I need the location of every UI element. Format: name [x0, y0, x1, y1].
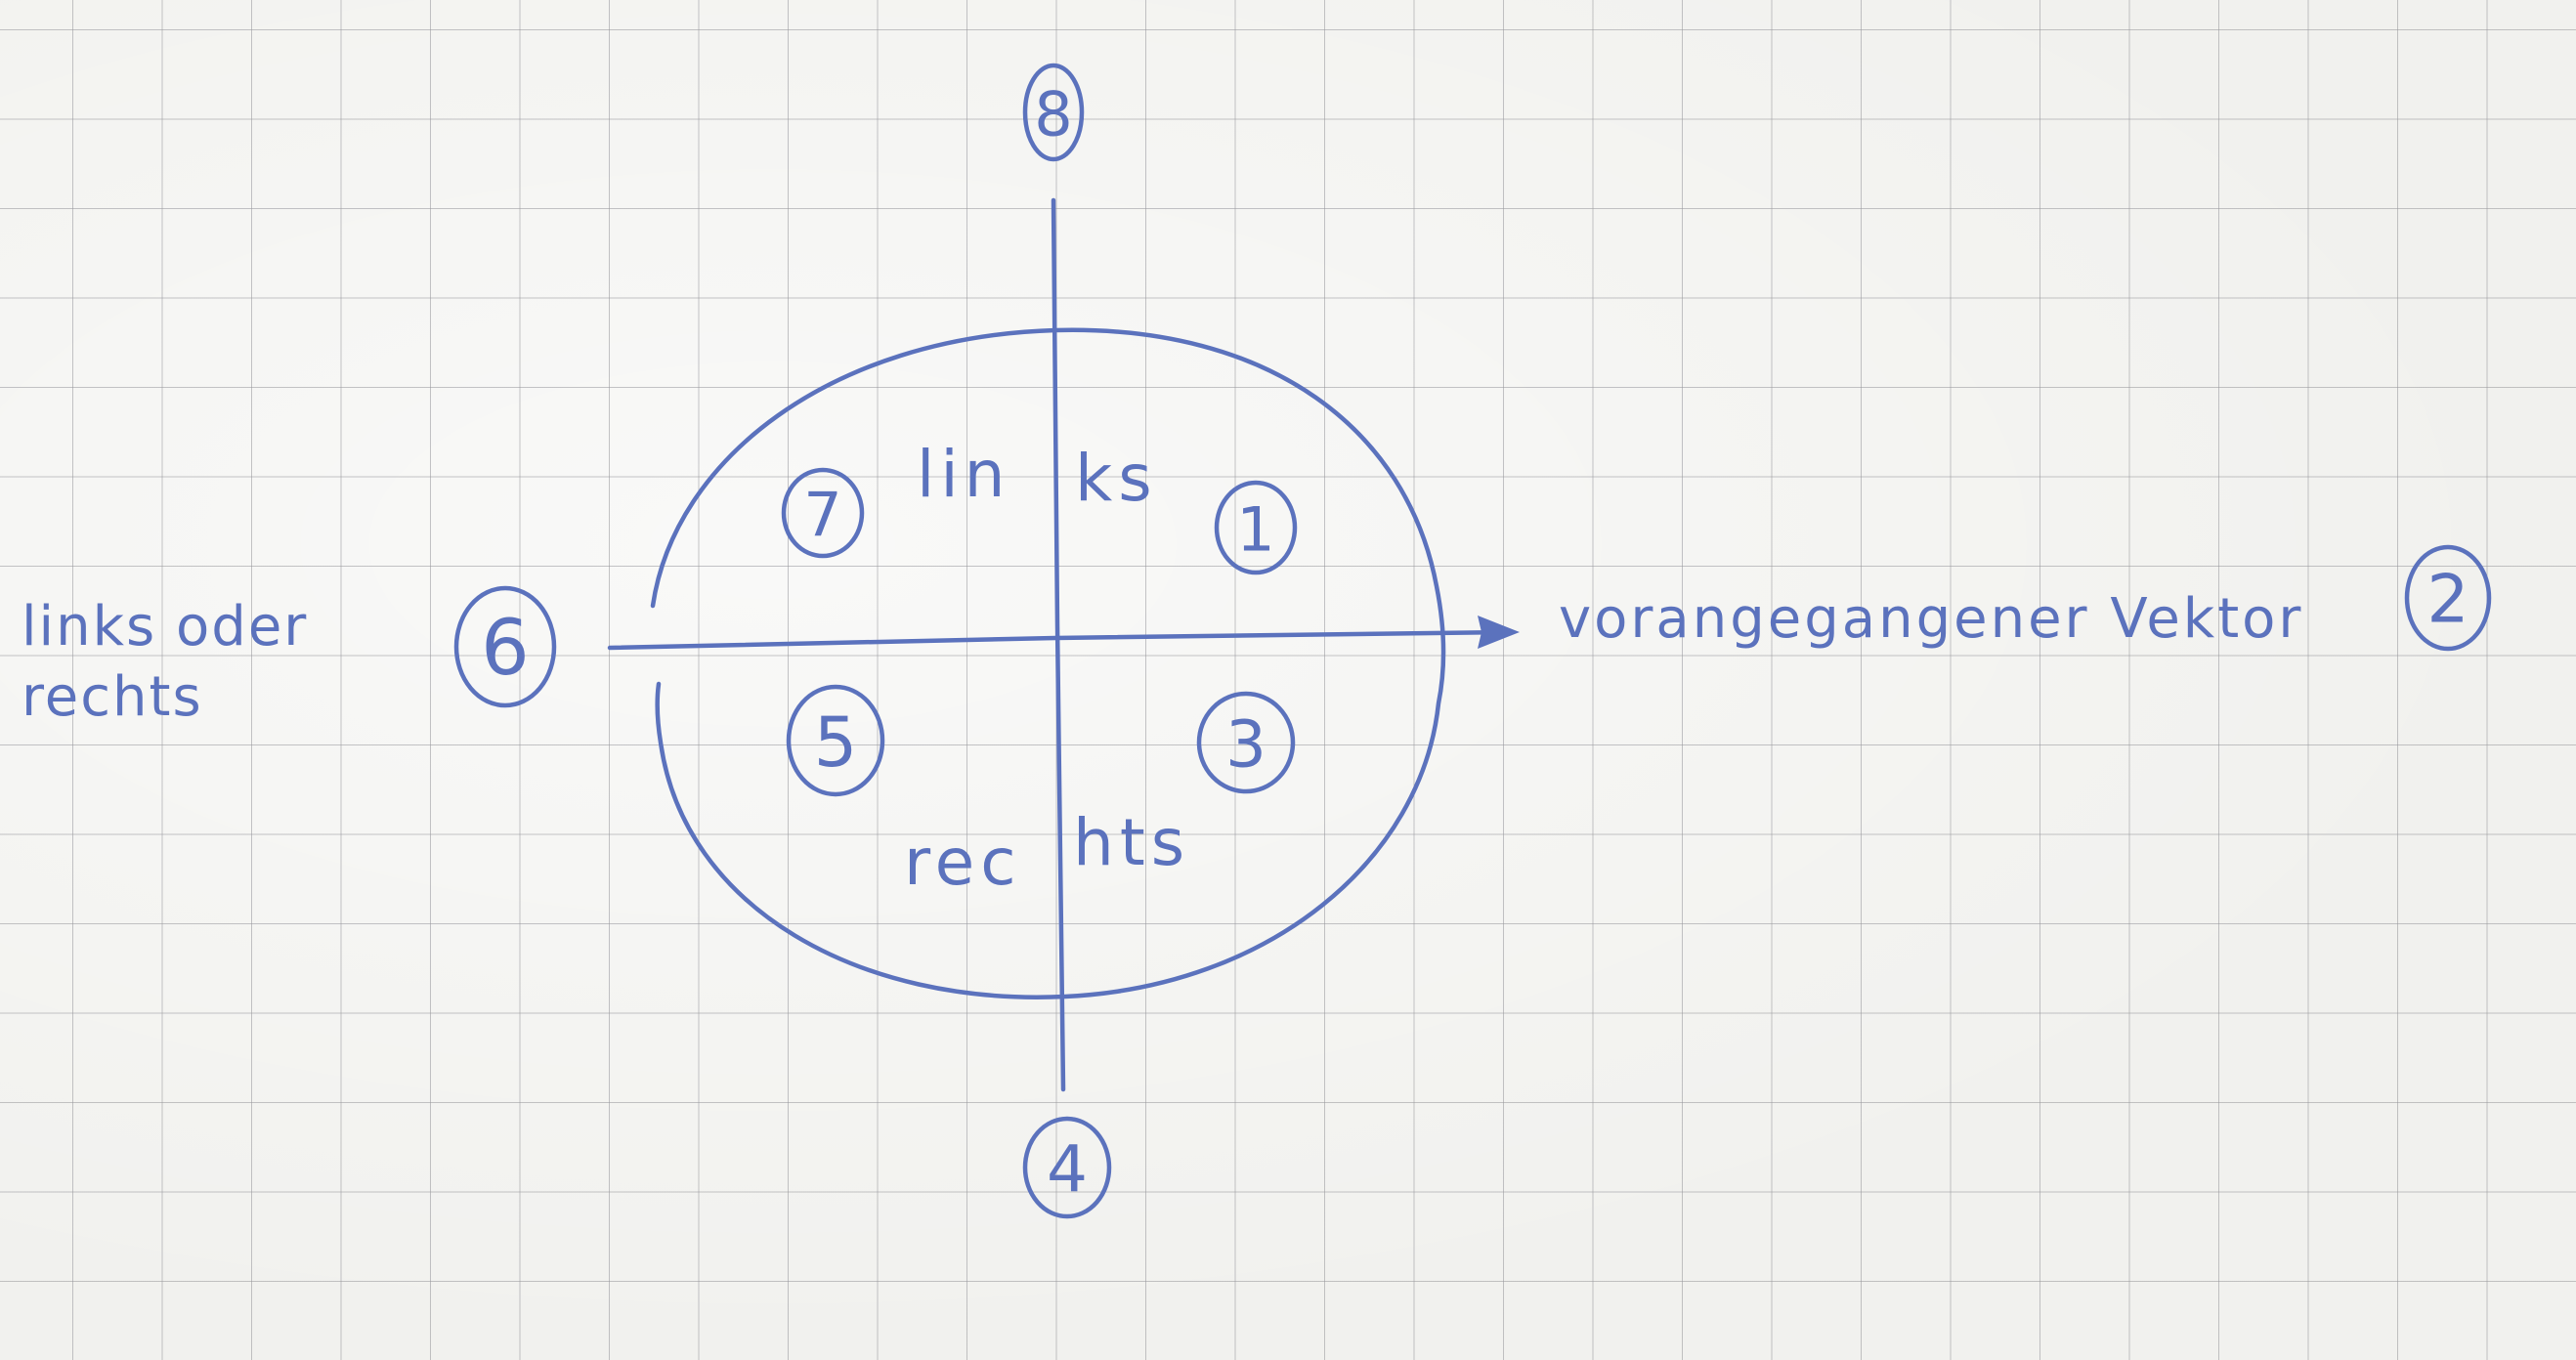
- marker-3: 3: [1196, 691, 1296, 794]
- lower-word-right: hts: [1073, 805, 1190, 880]
- vertical-axis: [1051, 197, 1066, 1092]
- upper-word-right: ks: [1075, 441, 1158, 516]
- arrow-head-icon: [1478, 616, 1520, 649]
- marker-5: 5: [786, 684, 885, 797]
- marker-6-label: 6: [481, 605, 530, 693]
- marker-4-label: 4: [1047, 1132, 1088, 1208]
- marker-8: 8: [1022, 63, 1085, 162]
- marker-1-label: 1: [1236, 494, 1274, 566]
- lower-word-left: rec: [904, 825, 1022, 900]
- upper-word-left: lin: [917, 437, 1011, 512]
- marker-1: 1: [1214, 480, 1298, 575]
- marker-3-label: 3: [1225, 707, 1267, 783]
- side-note-line-2: rechts: [21, 665, 203, 729]
- horizontal-axis: [607, 629, 1508, 651]
- marker-8-label: 8: [1034, 79, 1072, 150]
- direction-circle: [650, 327, 1446, 999]
- marker-2-label: 2: [2426, 562, 2469, 639]
- marker-4: 4: [1022, 1116, 1112, 1219]
- marker-7: 7: [781, 467, 865, 559]
- marker-5-label: 5: [814, 702, 858, 783]
- arrow-label: vorangegangener Vektor: [1559, 587, 2303, 651]
- marker-2: 2: [2404, 544, 2492, 652]
- marker-6: 6: [453, 585, 557, 708]
- marker-7-label: 7: [803, 480, 841, 551]
- side-note-line-1: links oder: [21, 595, 308, 659]
